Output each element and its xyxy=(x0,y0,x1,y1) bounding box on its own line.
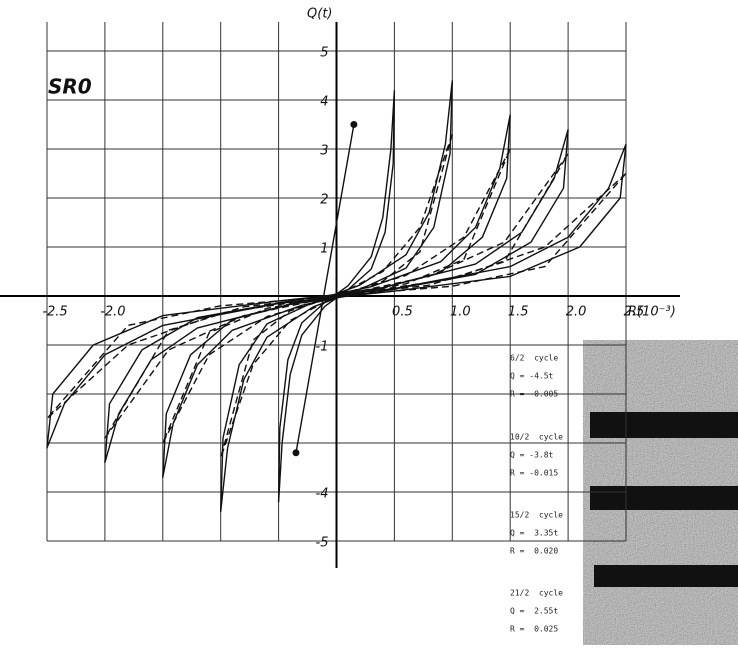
photo-band xyxy=(590,486,738,510)
photo-label: 10/2 cycle xyxy=(510,433,563,442)
photo-label: Q = -4.5t xyxy=(510,372,554,381)
x-tick-label: 1.5 xyxy=(508,305,529,320)
y-tick-label: 1 xyxy=(320,242,328,257)
y-axis-label: Q(t) xyxy=(307,7,332,22)
photo-label: Q = 3.35t xyxy=(510,529,558,538)
y-tick-label: -4 xyxy=(316,487,329,502)
photo-label: 21/2 cycle xyxy=(510,589,563,598)
annotation: SR0 xyxy=(48,75,92,99)
y-tick-label: -1 xyxy=(316,340,329,355)
point xyxy=(292,449,299,456)
photo-label: R = 0.020 xyxy=(510,547,558,556)
photo-label: 6/2 cycle xyxy=(510,354,558,363)
photo-label: R = -0.005 xyxy=(510,390,558,399)
photo-label: 15/2 cycle xyxy=(510,511,563,520)
x-tick-label: 1.0 xyxy=(450,305,471,320)
chart: SR0 -2.5-2.00.51.01.52.02.554321-1-4-5Q(… xyxy=(0,0,738,645)
photo-label: R = 0.025 xyxy=(510,625,558,634)
y-tick-label: 5 xyxy=(320,46,328,61)
y-tick-label: 4 xyxy=(320,95,328,110)
y-tick-label: -5 xyxy=(316,536,329,551)
point xyxy=(350,121,357,128)
photo-label: Q = 2.55t xyxy=(510,607,558,616)
y-tick-label: 3 xyxy=(320,144,328,159)
photo-label: R = -0.015 xyxy=(510,469,558,478)
solid-loop xyxy=(296,125,354,453)
photo-band xyxy=(594,565,738,587)
photo-band xyxy=(590,412,738,438)
x-axis-label: R(10⁻³) xyxy=(628,305,676,320)
x-tick-label: -2.5 xyxy=(42,305,67,320)
photo-label: Q = -3.8t xyxy=(510,451,554,460)
y-tick-label: 2 xyxy=(320,193,328,208)
x-tick-label: 2.0 xyxy=(566,305,587,320)
x-tick-label: -2.0 xyxy=(100,305,125,320)
x-tick-label: 0.5 xyxy=(392,305,413,320)
